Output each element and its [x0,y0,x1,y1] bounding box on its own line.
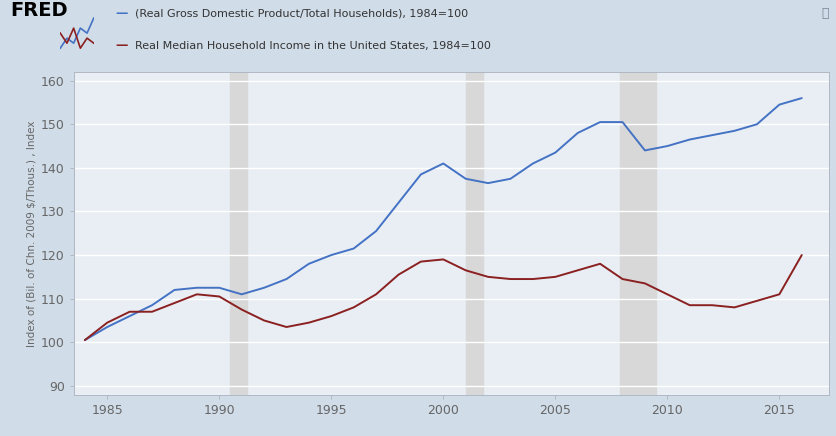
Bar [230,72,247,395]
Bar [619,72,655,395]
Text: —: — [115,7,128,20]
Text: ⤢: ⤢ [820,7,828,20]
Text: FRED: FRED [10,1,68,20]
Y-axis label: Index of (Bil. of Chn. 2009 $/Thous.) , Index: Index of (Bil. of Chn. 2009 $/Thous.) , … [27,120,37,347]
Bar [465,72,482,395]
Text: Real Median Household Income in the United States, 1984=100: Real Median Household Income in the Unit… [135,41,490,51]
Text: —: — [115,39,128,52]
Text: (Real Gross Domestic Product/Total Households), 1984=100: (Real Gross Domestic Product/Total House… [135,9,467,19]
